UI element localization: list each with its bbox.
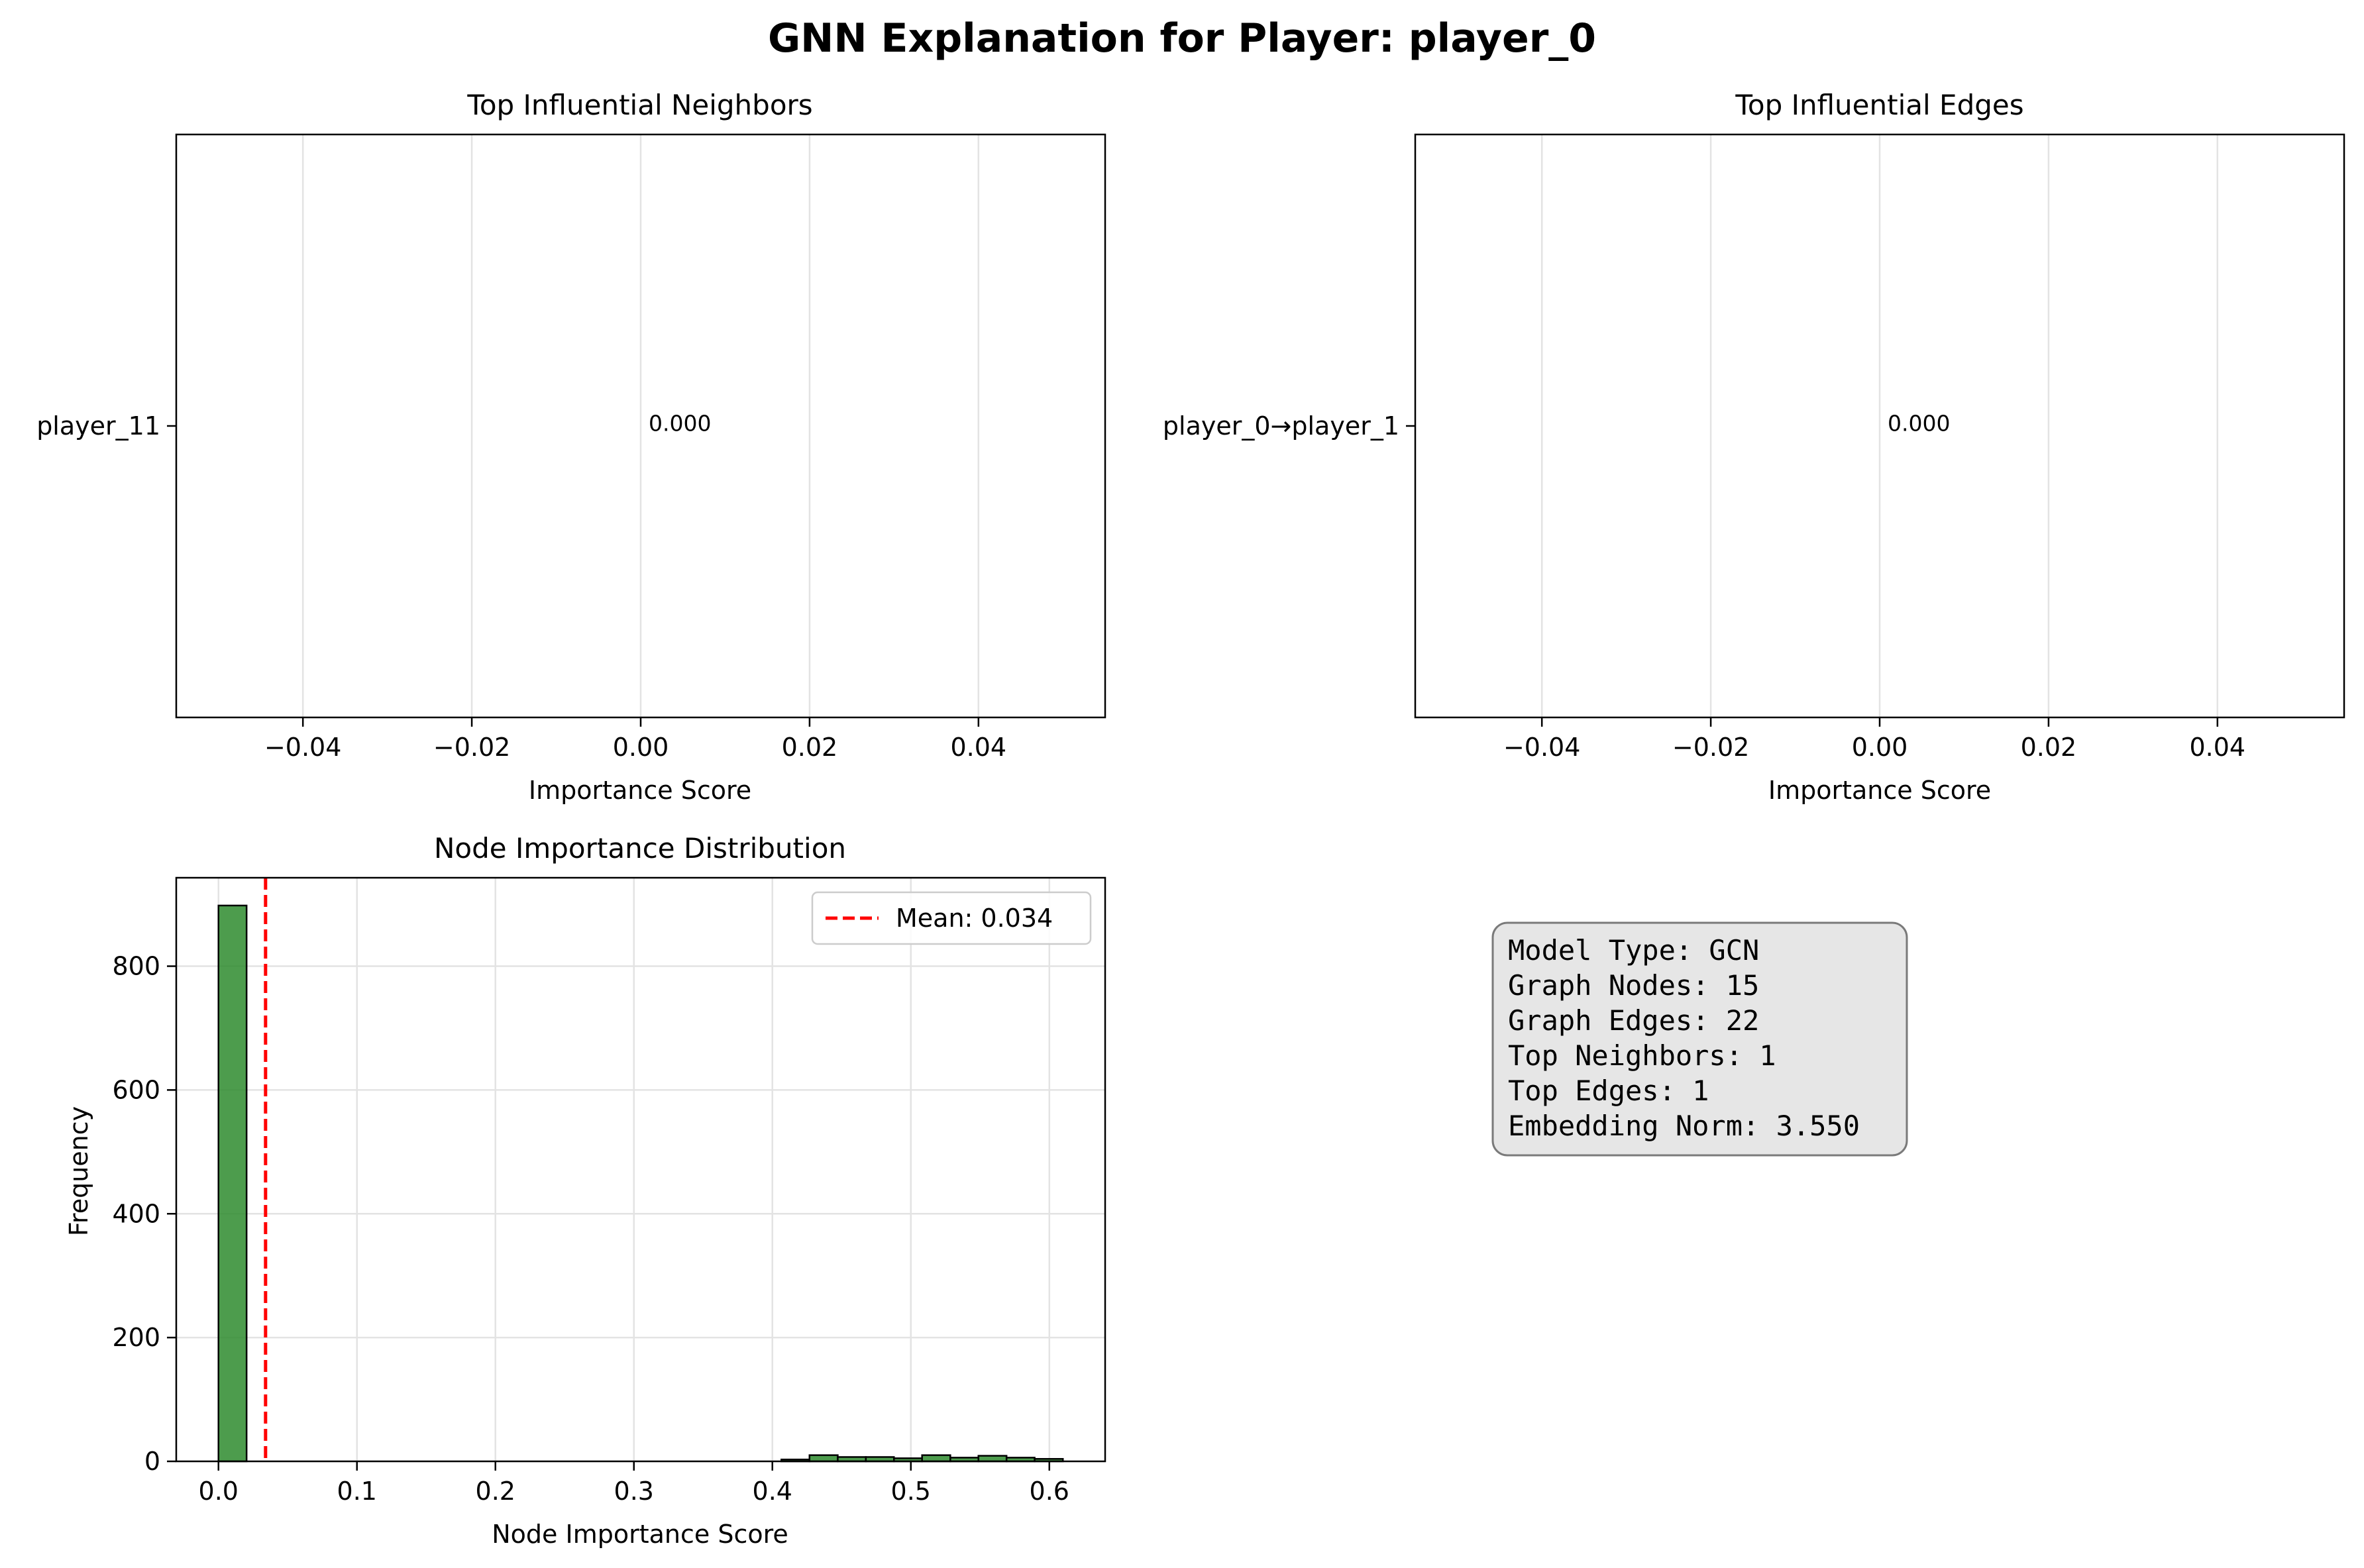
legend: Mean: 0.034	[811, 891, 1092, 945]
x-tick-label: −0.04	[264, 733, 341, 762]
x-tick-label: −0.04	[1503, 733, 1580, 762]
info-line-graph-edges: Graph Edges: 22	[1508, 1004, 1759, 1037]
figure-title: GNN Explanation for Player: player_0	[768, 15, 1596, 62]
info-box-frame	[1491, 921, 1908, 1157]
x-tick-label: 0.5	[891, 1477, 931, 1506]
y-tick-label: 0	[144, 1447, 160, 1476]
distribution-y-axis-label: Frequency	[64, 1106, 93, 1236]
y-tick-label: 800	[112, 952, 160, 981]
histogram-bar	[977, 1455, 1008, 1463]
bar-value-label: 0.000	[1888, 411, 1950, 437]
plot-frame	[1414, 133, 2345, 719]
x-tick-label: 0.1	[337, 1477, 377, 1506]
legend-mean-label: Mean: 0.034	[896, 904, 1053, 933]
neighbors-chart-title: Top Influential Neighbors	[466, 89, 812, 121]
plot-frame	[175, 133, 1106, 719]
y-tick-label: 200	[112, 1323, 160, 1352]
x-tick-label: 0.00	[613, 733, 669, 762]
distribution-x-axis-label: Node Importance Score	[492, 1520, 788, 1549]
plot-frame	[175, 876, 1106, 1463]
neighbors-x-axis-label: Importance Score	[529, 776, 751, 805]
x-tick-label: 0.4	[753, 1477, 792, 1506]
y-tick-label: player_11	[36, 411, 160, 441]
info-line-graph-nodes: Graph Nodes: 15	[1508, 969, 1759, 1002]
y-tick-label: player_0→player_1	[1163, 411, 1399, 441]
y-tick-label: 400	[112, 1199, 160, 1228]
distribution-chart-title: Node Importance Distribution	[434, 832, 846, 864]
info-line-model-type: Model Type: GCN	[1508, 934, 1759, 967]
legend-frame	[811, 891, 1092, 945]
edges-chart: Top Influential Edges Importance Score 0…	[1163, 89, 2345, 805]
histogram-bar	[921, 1454, 951, 1463]
histogram-bar	[808, 1454, 839, 1463]
bar-value-label: 0.000	[649, 411, 711, 437]
info-box: Model Type: GCN Graph Nodes: 15 Graph Ed…	[1491, 921, 1908, 1157]
info-line-top-neighbors: Top Neighbors: 1	[1508, 1039, 1776, 1072]
x-tick-label: 0.2	[476, 1477, 515, 1506]
edges-chart-title: Top Influential Edges	[1735, 89, 2023, 121]
edges-x-axis-label: Importance Score	[1768, 776, 1991, 805]
y-tick-label: 600	[112, 1075, 160, 1104]
x-tick-label: 0.02	[782, 733, 838, 762]
x-tick-label: 0.0	[199, 1477, 239, 1506]
x-tick-label: 0.04	[2190, 733, 2246, 762]
x-tick-label: 0.02	[2021, 733, 2077, 762]
x-tick-label: 0.04	[951, 733, 1007, 762]
x-tick-label: 0.00	[1852, 733, 1908, 762]
x-tick-label: 0.6	[1030, 1477, 1069, 1506]
info-line-top-edges: Top Edges: 1	[1508, 1074, 1709, 1107]
distribution-chart: Node Importance Distribution Node Import…	[64, 832, 1106, 1549]
x-tick-label: −0.02	[433, 733, 510, 762]
x-tick-label: −0.02	[1672, 733, 1749, 762]
histogram-bar	[217, 904, 248, 1463]
info-line-embedding-norm: Embedding Norm: 3.550	[1508, 1110, 1860, 1142]
x-tick-label: 0.3	[614, 1477, 654, 1506]
neighbors-chart: Top Influential Neighbors Importance Sco…	[36, 89, 1106, 805]
